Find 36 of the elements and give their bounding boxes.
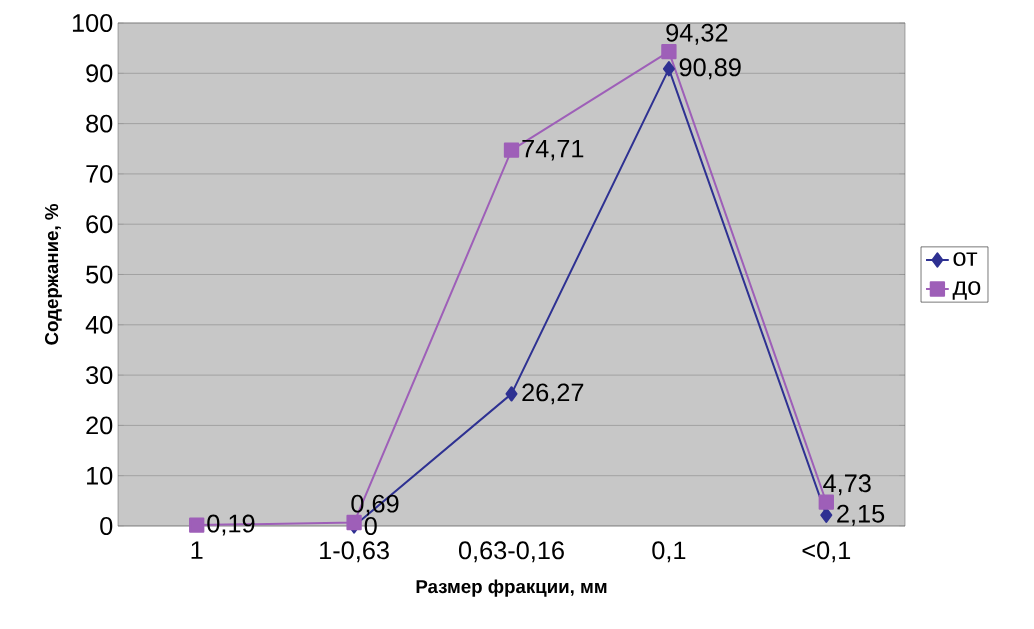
point	[189, 517, 205, 533]
y-axis-title: Содержание, %	[44, 204, 62, 345]
legend-label: от	[953, 252, 978, 267]
y-tick-label: 10	[87, 466, 113, 485]
point	[661, 43, 677, 60]
x-tick-label: <0,1	[802, 541, 851, 563]
y-tick-label: 60	[86, 215, 113, 234]
point	[820, 507, 833, 523]
point	[503, 142, 520, 158]
data-label: 90,89	[679, 58, 741, 80]
point	[662, 61, 675, 77]
y-tick-label: 70	[86, 164, 113, 183]
point	[346, 514, 362, 531]
x-tick-label: 0,1	[652, 541, 686, 563]
legend-label: до	[952, 281, 981, 300]
data-label: 2,15	[837, 504, 885, 526]
data-label: 74,71	[522, 139, 584, 161]
y-tick-label: 90	[86, 64, 113, 83]
y-tick-label: 40	[85, 315, 113, 334]
data-label: 26,27	[522, 383, 584, 405]
data-label: 0	[364, 517, 377, 535]
x-tick-label: 1-0,63	[320, 541, 389, 563]
point	[818, 494, 834, 510]
data-label: 4,73	[823, 474, 871, 496]
y-tick-label: 30	[86, 366, 113, 385]
y-tick-label: 0	[100, 517, 113, 535]
y-tick-label: 100	[72, 14, 113, 32]
data-label: 94,32	[666, 23, 728, 45]
x-tick-label: 1	[191, 541, 203, 559]
point	[505, 386, 518, 402]
data-label: 0,19	[207, 514, 255, 536]
x-axis-title: Размер фракции, мм	[416, 579, 607, 597]
y-tick-label: 50	[86, 265, 113, 284]
y-tick-label: 80	[86, 114, 113, 133]
y-tick-label: 20	[86, 416, 113, 435]
x-tick-label: 0,63-0,16	[458, 541, 564, 563]
